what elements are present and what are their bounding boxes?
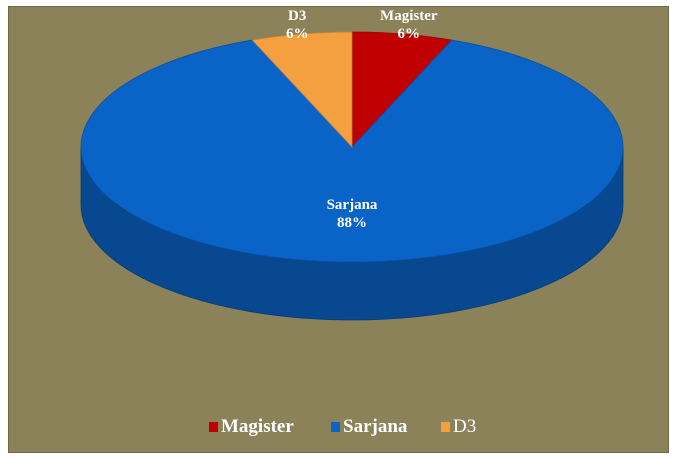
slice-value-magister: 6% <box>398 26 421 42</box>
legend-swatch-magister <box>209 422 218 432</box>
legend-swatch-d3 <box>441 422 450 432</box>
slice-label-magister: Magister <box>380 8 438 24</box>
chart-legend: Magister Sarjana D3 <box>209 416 476 437</box>
slice-value-d3: 6% <box>286 26 309 42</box>
legend-swatch-sarjana <box>331 422 340 432</box>
pie-chart: Magister 6% Sarjana 88% D3 6% Magister Sarjana… <box>80 8 624 437</box>
chart-area: Magister 6% Sarjana 88% D3 6% Magister Sarjana… <box>8 6 669 453</box>
slice-label-sarjana: Sarjana <box>327 197 378 213</box>
legend-label-sarjana: Sarjana <box>343 416 408 437</box>
slice-label-d3: D3 <box>288 8 306 24</box>
pie-slice-sarjana <box>80 39 624 263</box>
slice-labels: Magister 6% Sarjana 88% D3 6% <box>286 8 438 231</box>
legend-label-magister: Magister <box>221 416 294 437</box>
slice-value-sarjana: 88% <box>337 215 367 231</box>
pie-top <box>80 31 624 263</box>
legend-label-d3: D3 <box>453 416 476 437</box>
pie-slice-d3 <box>251 31 353 149</box>
